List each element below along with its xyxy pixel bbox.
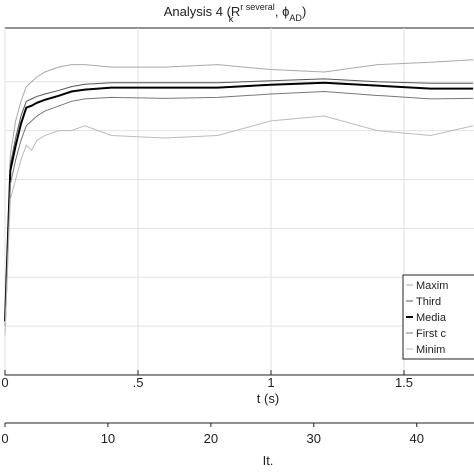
- x-tick-label: 1.5: [395, 375, 413, 390]
- x-tick-label: .5: [133, 375, 144, 390]
- x2-tick-label: 30: [307, 431, 321, 446]
- chart-title: Analysis 4 (Rr several k , ϕAD): [164, 2, 307, 24]
- x2-axis-label: It.: [263, 453, 274, 468]
- x-axis-label: t (s): [257, 391, 279, 406]
- title-part: ,: [271, 4, 282, 19]
- series-line: [4, 91, 474, 327]
- title-sub: AD: [289, 13, 302, 23]
- x-tick-label: 0: [1, 375, 8, 390]
- x2-tick-label: 20: [204, 431, 218, 446]
- x-tick-label: 1: [267, 375, 274, 390]
- title-part: ): [302, 4, 306, 19]
- title-sup: r several: [240, 2, 275, 12]
- x2-tick-label: 40: [409, 431, 423, 446]
- legend-label: Maxim: [416, 280, 448, 292]
- legend-label: First c: [416, 328, 446, 340]
- title-part: ϕ: [282, 4, 289, 19]
- title-sub: k: [229, 14, 234, 24]
- x2-tick-label: 0: [1, 431, 8, 446]
- legend-label: Third: [416, 296, 441, 308]
- title-part: Analysis 4 (R: [164, 4, 241, 19]
- legend-box: [402, 274, 474, 360]
- legend-label: Minim: [416, 344, 445, 356]
- x2-tick-label: 10: [101, 431, 115, 446]
- series-line: [4, 115, 474, 336]
- series-line: [4, 59, 474, 317]
- series-line: [4, 78, 474, 319]
- series-line: [4, 81, 474, 322]
- legend-label: Media: [416, 312, 447, 324]
